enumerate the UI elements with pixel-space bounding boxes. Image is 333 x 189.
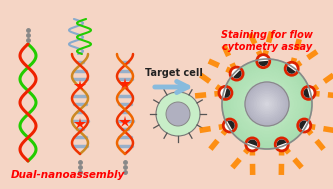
Circle shape [250, 87, 284, 121]
Wedge shape [258, 61, 268, 66]
Circle shape [258, 95, 276, 113]
Wedge shape [227, 121, 235, 130]
Wedge shape [299, 121, 307, 130]
Circle shape [264, 101, 270, 107]
Wedge shape [277, 139, 286, 146]
Circle shape [234, 71, 300, 137]
Circle shape [223, 119, 236, 132]
Circle shape [262, 99, 272, 109]
Wedge shape [248, 139, 257, 146]
Circle shape [227, 64, 307, 144]
Circle shape [247, 84, 287, 124]
Circle shape [298, 119, 311, 132]
Circle shape [236, 73, 298, 135]
Circle shape [257, 55, 270, 68]
Circle shape [231, 68, 303, 140]
Circle shape [265, 102, 268, 105]
Circle shape [156, 92, 200, 136]
Circle shape [253, 90, 281, 118]
Wedge shape [224, 88, 230, 98]
Circle shape [230, 67, 243, 80]
Wedge shape [287, 66, 296, 74]
Circle shape [244, 81, 290, 127]
Wedge shape [233, 70, 242, 79]
Circle shape [256, 93, 278, 115]
Circle shape [248, 85, 286, 123]
Circle shape [261, 98, 273, 110]
Circle shape [246, 84, 287, 124]
Circle shape [237, 74, 296, 133]
Circle shape [239, 76, 295, 132]
Text: Target cell: Target cell [145, 68, 203, 78]
Circle shape [259, 96, 275, 112]
Circle shape [245, 82, 289, 126]
Circle shape [242, 79, 292, 129]
Circle shape [245, 82, 289, 126]
Circle shape [219, 86, 232, 99]
Circle shape [222, 59, 312, 149]
Circle shape [262, 99, 272, 109]
Circle shape [264, 101, 270, 107]
Circle shape [253, 90, 281, 118]
Circle shape [246, 138, 259, 151]
Circle shape [228, 65, 306, 143]
Circle shape [256, 93, 278, 115]
Circle shape [302, 86, 315, 99]
Circle shape [251, 88, 282, 119]
Circle shape [285, 62, 298, 75]
Circle shape [275, 138, 288, 151]
Circle shape [265, 102, 269, 106]
Circle shape [250, 87, 284, 121]
Circle shape [251, 88, 283, 120]
Circle shape [261, 98, 273, 110]
Circle shape [257, 94, 276, 113]
Text: Dual-nanoassembly: Dual-nanoassembly [11, 170, 125, 180]
Circle shape [241, 78, 293, 130]
Circle shape [233, 70, 301, 138]
Circle shape [230, 67, 304, 141]
Wedge shape [304, 88, 310, 98]
Text: Staining for flow
cytometry assay: Staining for flow cytometry assay [221, 30, 313, 52]
Circle shape [166, 102, 190, 126]
Circle shape [225, 62, 309, 146]
Circle shape [248, 85, 286, 123]
Circle shape [254, 91, 280, 117]
Circle shape [259, 96, 275, 112]
Circle shape [223, 60, 310, 147]
Circle shape [255, 92, 279, 116]
